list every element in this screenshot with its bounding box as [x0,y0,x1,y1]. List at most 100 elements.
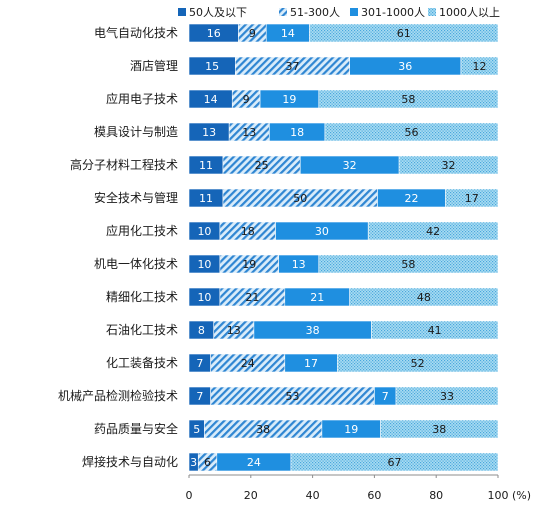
data-label: 24 [241,357,255,370]
data-label: 5 [193,423,200,436]
data-label: 52 [411,357,425,370]
data-label: 41 [428,324,442,337]
data-label: 10 [197,291,211,304]
data-label: 22 [404,192,418,205]
data-label: 58 [401,93,415,106]
data-label: 14 [204,93,218,106]
category-label: 精细化工技术 [106,290,178,304]
data-label: 8 [198,324,205,337]
data-label: 17 [304,357,318,370]
category-label: 药品质量与安全 [94,421,178,436]
data-label: 32 [343,159,357,172]
data-label: 19 [344,423,358,436]
bar-segment [318,89,499,109]
legend-swatch-1 [178,8,186,16]
legend-label-2: 51-300人 [290,6,340,19]
data-label: 24 [247,456,261,469]
data-label: 6 [204,456,211,469]
data-label: 10 [197,258,211,271]
data-label: 16 [207,27,221,40]
data-label: 11 [199,192,213,205]
bar-segment [367,221,499,241]
category-label: 酒店管理 [130,58,178,73]
x-tick-label: 0 [186,489,193,502]
data-label: 38 [306,324,320,337]
data-label: 14 [281,27,295,40]
bar-segment [445,188,499,208]
data-label: 9 [249,27,256,40]
data-label: 53 [286,390,300,403]
data-label: 15 [205,60,219,73]
data-label: 18 [241,225,255,238]
data-label: 17 [465,192,479,205]
category-label: 安全技术与管理 [94,190,178,205]
bar-segment [398,155,499,175]
data-label: 7 [196,357,203,370]
bar-segment [349,287,499,307]
category-label: 焊接技术与自动化 [82,454,178,469]
data-label: 50 [293,192,307,205]
legend-swatch-4 [428,8,436,16]
category-label: 石油化工技术 [106,323,178,337]
data-label: 61 [397,27,411,40]
data-label: 42 [426,225,440,238]
data-label: 30 [315,225,329,238]
x-unit-label: (%) [512,489,531,502]
bar-segment [324,122,499,142]
data-label: 19 [282,93,296,106]
data-label: 13 [292,258,306,271]
bar-segment [290,452,499,472]
data-label: 7 [196,390,203,403]
x-tick-label: 40 [306,489,320,502]
legend-label-1: 50人及以下 [189,6,247,19]
data-label: 25 [255,159,269,172]
bar-segment [371,320,499,340]
data-label: 32 [442,159,456,172]
data-label: 9 [243,93,250,106]
bar-segment [460,56,499,76]
data-label: 13 [202,126,216,139]
data-label: 33 [440,390,454,403]
category-label: 化工装备技术 [106,356,178,370]
category-label: 应用化工技术 [106,223,178,238]
legend-swatch-3 [350,8,358,16]
data-label: 38 [256,423,270,436]
x-tick-label: 20 [244,489,258,502]
data-label: 58 [401,258,415,271]
category-label: 模具设计与制造 [94,125,178,139]
data-label: 19 [242,258,256,271]
category-label: 电气自动化技术 [94,25,178,40]
data-label: 21 [245,291,259,304]
data-label: 7 [382,390,389,403]
data-label: 13 [227,324,241,337]
data-label: 21 [310,291,324,304]
x-tick-label: 60 [367,489,381,502]
data-label: 67 [387,456,401,469]
bar-segment [337,353,499,373]
data-label: 13 [242,126,256,139]
data-label: 36 [398,60,412,73]
data-label: 18 [290,126,304,139]
data-label: 3 [190,456,197,469]
bar-segment [309,23,499,43]
category-label: 高分子材料工程技术 [70,157,178,172]
bar-segment [395,386,499,406]
x-tick-label: 80 [429,489,443,502]
bar-segment [380,419,499,439]
x-tick-label: 100 [488,489,509,502]
legend-label-4: 1000人以上 [439,6,500,19]
data-label: 38 [432,423,446,436]
data-label: 10 [197,225,211,238]
category-label: 机电一体化技术 [94,257,178,271]
category-label: 机械产品检测检验技术 [58,388,178,403]
bar-segment [318,254,499,274]
legend-swatch-2 [279,8,287,16]
data-label: 48 [417,291,431,304]
data-label: 11 [199,159,213,172]
data-label: 12 [472,60,486,73]
data-label: 37 [286,60,300,73]
data-label: 56 [404,126,418,139]
legend-label-3: 301-1000人 [361,6,425,19]
